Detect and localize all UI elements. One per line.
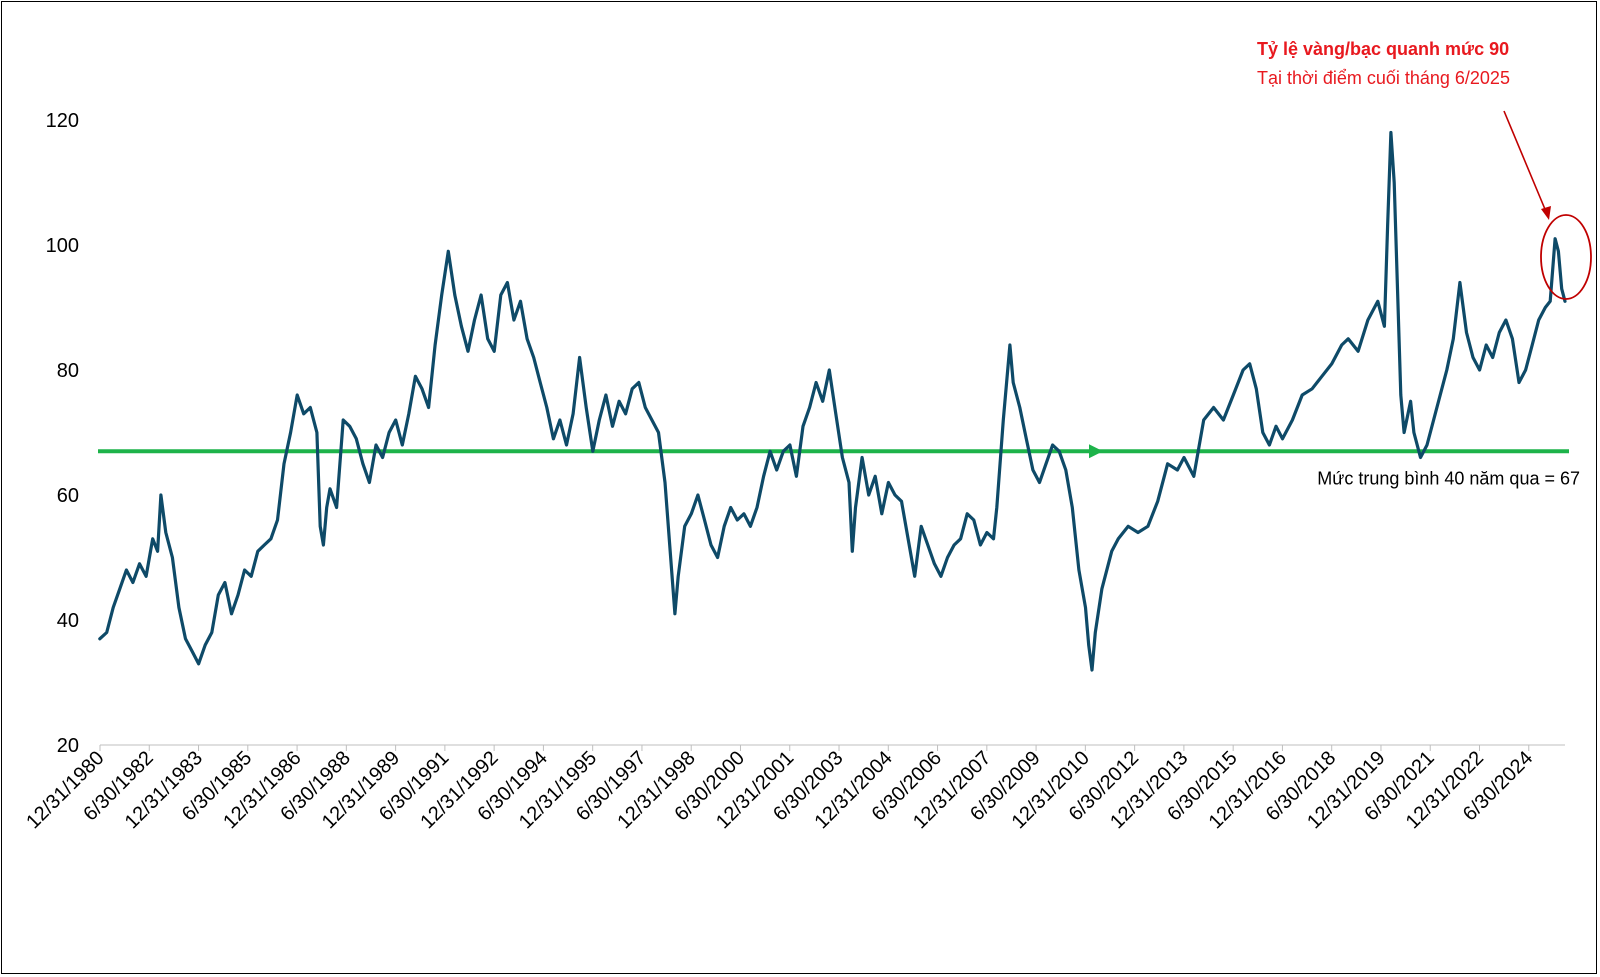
annotation-subtitle: Tại thời điểm cuối tháng 6/2025: [1257, 68, 1510, 88]
y-tick-label: 120: [46, 110, 79, 132]
x-axis: 12/31/19806/30/198212/31/19836/30/198512…: [22, 744, 1565, 833]
y-tick-label: 20: [57, 735, 79, 757]
annotation: Tỷ lệ vàng/bạc quanh mức 90 Tại thời điể…: [1257, 39, 1592, 300]
annotation-ellipse: [1540, 214, 1592, 300]
y-tick-label: 100: [46, 235, 79, 257]
y-tick-label: 40: [57, 610, 79, 632]
annotation-title: Tỷ lệ vàng/bạc quanh mức 90: [1257, 39, 1509, 59]
y-tick-label: 60: [57, 485, 79, 507]
average-label: Mức trung bình 40 năm qua = 67: [1317, 468, 1580, 488]
annotation-arrowhead: [1541, 206, 1551, 220]
average-arrowhead: [1089, 444, 1103, 459]
series-line-gold-silver-ratio: [98, 130, 1567, 672]
y-axis: 20 40 60 80 100 120: [46, 110, 79, 757]
y-tick-label: 80: [57, 360, 79, 382]
average-line-group: Mức trung bình 40 năm qua = 67: [98, 444, 1580, 488]
annotation-arrow: [1503, 110, 1548, 215]
